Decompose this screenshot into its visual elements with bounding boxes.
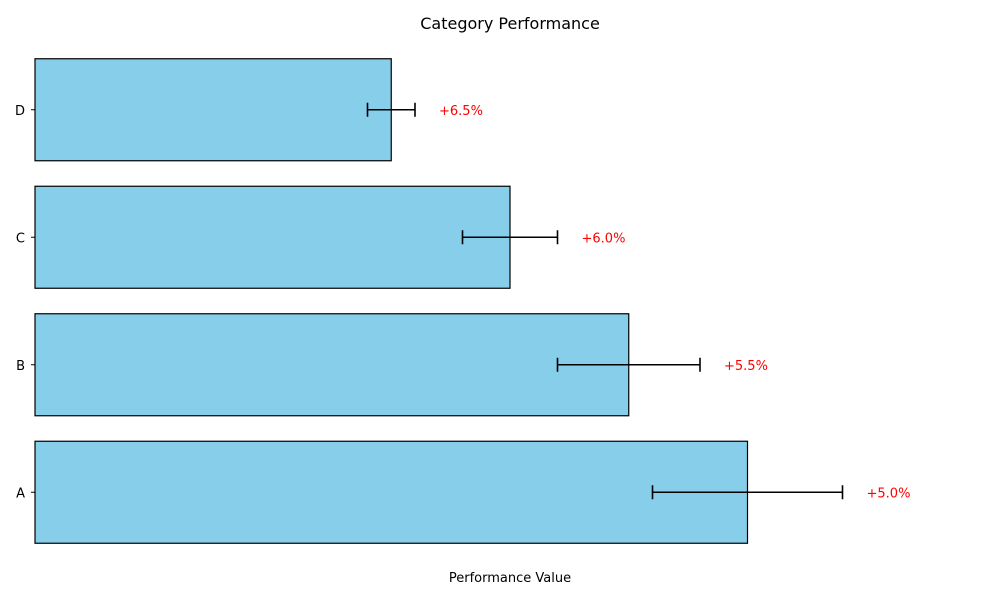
bar-D [34,58,392,162]
bar-A [34,440,749,544]
y-axis: A B C D [15,104,35,501]
error-bar-C [461,230,559,245]
error-bars-layer [366,102,844,500]
y-tick-label-A: A [16,486,25,501]
error-bar-D [366,102,416,117]
chart-title: Category Performance [420,14,600,33]
y-tick-label-D: D [15,104,25,119]
bar-C [34,185,511,289]
y-tick-label-B: B [16,359,25,374]
bar-B [34,313,630,417]
annotations-layer: +5.0% +5.5% +6.0% +6.5% [439,104,910,502]
annotation-label-D: +6.5% [439,104,483,119]
bars-layer [34,58,749,544]
y-tick-label-C: C [16,231,25,246]
error-bar-A [651,485,844,500]
error-bar-B [556,357,701,372]
annotation-label-C: +6.0% [582,231,626,246]
annotation-label-B: +5.5% [724,359,768,374]
annotation-label-A: +5.0% [867,486,911,501]
x-axis-label: Performance Value [449,571,571,586]
